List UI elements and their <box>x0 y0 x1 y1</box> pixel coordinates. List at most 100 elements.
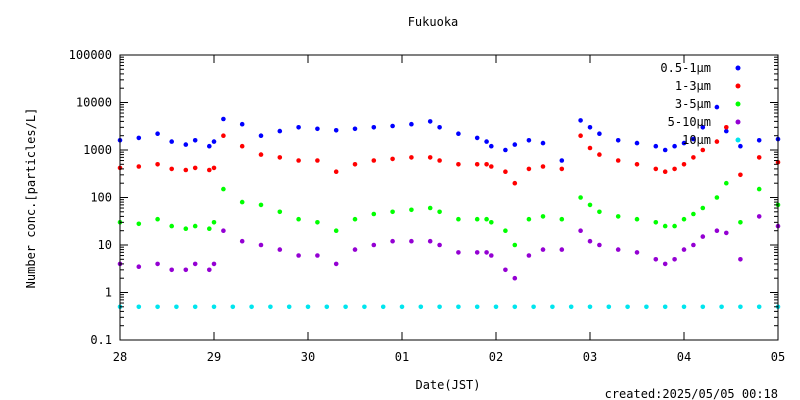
data-point <box>615 158 621 163</box>
legend-marker <box>735 65 741 71</box>
data-point <box>644 304 649 310</box>
data-point <box>662 261 668 267</box>
data-point <box>634 216 640 222</box>
data-point <box>653 220 659 225</box>
data-point <box>352 247 358 252</box>
data-point <box>474 216 480 222</box>
data-point <box>714 139 720 144</box>
data-point <box>587 238 593 244</box>
data-point <box>531 304 536 310</box>
created-timestamp: created:2025/05/05 00:18 <box>605 387 778 400</box>
data-point <box>484 250 489 255</box>
data-point <box>277 128 283 134</box>
data-point <box>456 250 461 255</box>
data-point <box>136 304 142 310</box>
data-point <box>418 304 424 310</box>
y-axis-label: Number conc.[particles/L] <box>24 108 38 289</box>
x-tick-label: 29 <box>207 350 221 364</box>
data-point <box>258 202 264 208</box>
data-point <box>724 128 729 134</box>
data-point <box>714 104 720 110</box>
data-point <box>169 139 174 144</box>
data-point <box>427 119 433 124</box>
data-point <box>169 166 174 172</box>
data-point <box>296 216 301 222</box>
data-point <box>155 162 160 167</box>
data-point <box>526 253 532 258</box>
data-point <box>700 234 706 239</box>
data-point <box>512 304 518 310</box>
data-point <box>239 199 245 205</box>
legend-marker <box>735 101 741 107</box>
data-point <box>526 216 532 222</box>
data-point <box>597 152 602 157</box>
data-point <box>724 125 729 130</box>
data-point <box>756 155 762 160</box>
data-point <box>258 242 264 248</box>
data-point <box>277 247 283 252</box>
x-tick-label: 28 <box>113 350 127 364</box>
data-point <box>724 230 729 236</box>
data-point <box>207 226 212 231</box>
data-point <box>437 304 442 310</box>
data-point <box>540 214 546 219</box>
data-point <box>333 169 339 174</box>
data-point <box>474 162 480 167</box>
data-point <box>662 223 668 229</box>
data-point <box>183 267 189 273</box>
data-point <box>474 250 480 255</box>
data-point <box>427 205 433 211</box>
x-tick-label: 03 <box>583 350 597 364</box>
data-point <box>192 223 198 229</box>
data-point <box>296 158 301 163</box>
data-point <box>719 304 724 310</box>
data-point <box>390 238 395 244</box>
data-point <box>756 304 762 310</box>
data-point <box>681 140 687 146</box>
series-10μm <box>117 304 781 310</box>
data-point <box>409 155 414 160</box>
data-point <box>714 228 720 233</box>
data-point <box>587 304 593 310</box>
data-point <box>559 216 565 222</box>
data-point <box>597 242 602 248</box>
data-point <box>296 125 301 130</box>
data-point <box>489 164 494 169</box>
data-point <box>625 304 630 310</box>
data-point <box>333 128 339 133</box>
data-point <box>169 223 174 229</box>
data-point <box>239 121 245 127</box>
data-point <box>221 116 226 122</box>
x-tick-label: 04 <box>677 350 691 364</box>
data-point <box>662 147 668 153</box>
data-point <box>371 158 377 163</box>
data-point <box>192 261 198 267</box>
data-point <box>352 126 358 132</box>
data-point <box>503 147 508 153</box>
data-point <box>371 125 377 130</box>
y-tick-label: 10 <box>98 238 112 252</box>
data-point <box>390 209 395 215</box>
data-point <box>371 242 377 248</box>
data-point <box>568 304 574 310</box>
data-point <box>672 223 677 229</box>
data-point <box>409 238 414 244</box>
data-point <box>681 162 687 167</box>
data-point <box>207 143 212 149</box>
data-point <box>207 267 212 273</box>
data-point <box>738 257 743 262</box>
data-point <box>526 138 532 143</box>
data-point <box>681 304 687 310</box>
data-point <box>489 220 494 225</box>
data-point <box>606 304 612 310</box>
data-point <box>559 158 565 163</box>
data-point <box>634 162 640 167</box>
data-point <box>136 221 142 227</box>
data-point <box>691 136 696 142</box>
data-point <box>738 220 743 225</box>
data-point <box>333 228 339 233</box>
data-point <box>239 238 245 244</box>
data-point <box>672 257 677 262</box>
data-point <box>578 228 583 233</box>
